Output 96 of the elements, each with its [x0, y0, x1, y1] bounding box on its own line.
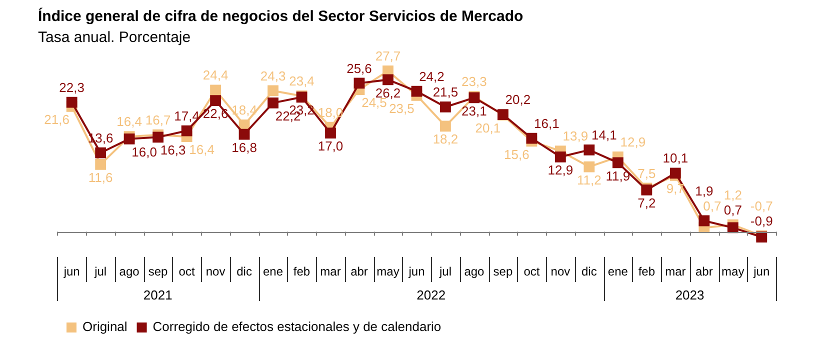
data-label: 14,1 [592, 128, 617, 143]
data-label: 16,7 [145, 112, 171, 128]
data-label: 26,2 [375, 85, 401, 100]
x-tick-label: mar [320, 264, 341, 279]
x-tick-label: jun [62, 264, 80, 279]
legend-label: Corregido de efectos estacionales y de calendario [152, 319, 442, 334]
data-label: 23,4 [289, 74, 314, 89]
point [698, 215, 710, 226]
x-tick-label: ene [263, 264, 284, 279]
x-tick-label: feb [293, 264, 310, 279]
point [181, 125, 192, 136]
data-label: 25,6 [346, 60, 372, 76]
x-tick-label: ago [119, 264, 140, 279]
data-label: 10,1 [662, 150, 688, 166]
data-label: 12,9 [620, 134, 646, 150]
data-label: 16,0 [132, 144, 157, 160]
data-label: 15,6 [504, 146, 530, 162]
data-label: 0,7 [724, 202, 742, 218]
point [210, 84, 221, 96]
data-label: 22,3 [59, 80, 84, 95]
x-tick-label: sep [493, 264, 513, 279]
text: 2021 [143, 288, 172, 303]
data-label: 23,5 [389, 100, 414, 116]
x-tick-label: ene [608, 264, 628, 279]
data-label: 24,4 [202, 68, 228, 83]
x-tick-label: jul [94, 264, 107, 279]
x-tick-label: may [376, 264, 400, 279]
point [354, 78, 365, 89]
x-tick-label: nov [206, 264, 226, 279]
data-label: 1,2 [724, 187, 742, 202]
data-label: 27,7 [375, 48, 401, 64]
data-label: 18,2 [432, 132, 458, 147]
data-label: 16,3 [160, 142, 186, 158]
point [152, 132, 164, 143]
x-tick-label: abr [350, 264, 368, 279]
data-label: 0,7 [703, 198, 722, 214]
x-tick-label: feb [638, 264, 656, 279]
data-label: 1,9 [695, 183, 714, 198]
point [526, 132, 538, 144]
data-label: 7,5 [638, 166, 656, 181]
point [440, 102, 451, 112]
data-label: 24,3 [260, 68, 286, 84]
point [95, 159, 106, 170]
point [210, 95, 221, 106]
data-label: 12,9 [548, 162, 574, 178]
text: 2023 [675, 288, 704, 303]
point [238, 128, 250, 140]
point [670, 168, 681, 179]
data-label: 16,1 [534, 116, 560, 131]
x-tick-label: oct [524, 264, 540, 279]
x-tick-label: abr [695, 264, 713, 279]
point [382, 74, 394, 86]
data-label: 21,6 [44, 112, 70, 127]
point [268, 97, 278, 108]
point [95, 147, 106, 158]
data-label: 20,2 [505, 92, 531, 108]
data-label: 11,6 [88, 170, 113, 186]
chart-subtitle: Tasa anual. Porcentaje [38, 29, 191, 47]
x-tick-label: jun [408, 264, 425, 279]
point [554, 151, 566, 162]
data-label: 16,8 [232, 140, 257, 155]
x-tick-label: jun [752, 264, 770, 279]
point [66, 96, 78, 108]
point [440, 120, 451, 132]
x-tick-label: dic [236, 264, 252, 279]
x-tick-label: ago [464, 264, 485, 279]
data-label: 23,1 [462, 103, 487, 118]
data-label: 20,1 [475, 120, 501, 136]
point [584, 144, 595, 156]
data-label: 18,0 [318, 104, 344, 120]
data-label: -0,7 [750, 198, 773, 214]
data-label: 24,2 [419, 68, 444, 84]
x-tick-label: dic [582, 264, 597, 279]
x-tick-label: jul [438, 264, 452, 279]
data-label: -0,9 [750, 213, 773, 228]
text: 2022 [416, 288, 446, 303]
data-label: 13,9 [562, 128, 588, 144]
chart-title: Índice general de cifra de negocios del Sector Servicios de Mercado [38, 8, 524, 26]
data-label: 11,2 [577, 172, 602, 188]
data-label: 23,3 [462, 74, 487, 90]
point [325, 128, 336, 139]
x-tick-label: sep [148, 264, 168, 279]
x-tick-label: oct [178, 264, 196, 279]
data-label: 16,4 [189, 142, 214, 158]
point [584, 161, 595, 172]
data-label: 7,2 [638, 196, 656, 211]
point [612, 157, 624, 168]
data-label: 16,4 [116, 114, 142, 130]
x-tick-label: may [722, 264, 744, 279]
point [411, 86, 422, 97]
point [268, 85, 278, 96]
legend-label: Original [82, 319, 128, 334]
x-tick-label: nov [550, 264, 570, 279]
data-label: 17,0 [318, 138, 344, 154]
data-label: 21,5 [432, 84, 458, 100]
x-tick-label: mar [665, 264, 686, 279]
